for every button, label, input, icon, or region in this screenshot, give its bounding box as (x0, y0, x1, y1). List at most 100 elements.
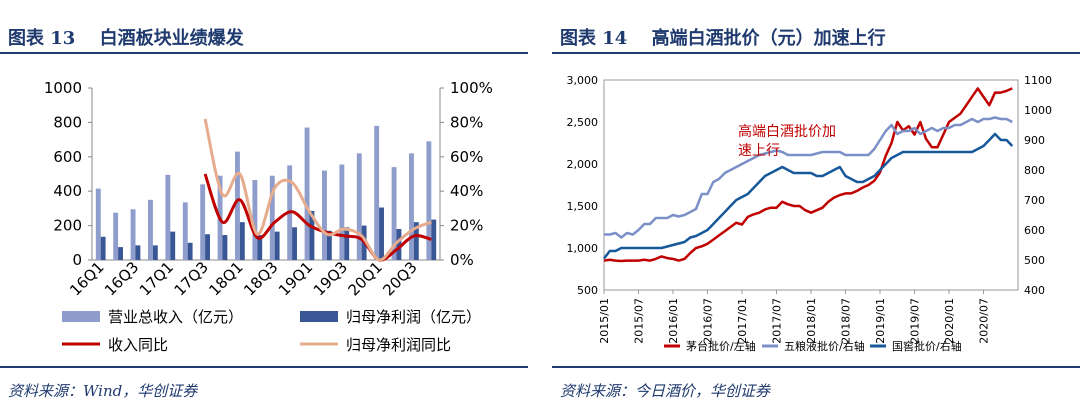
revenue-bar (269, 175, 275, 260)
x-tick-label: 2016/01 (667, 298, 680, 344)
profit-bar (379, 207, 384, 260)
bottom-rule (0, 366, 528, 368)
x-tick-label: 19Q1 (275, 258, 316, 299)
y2-tick-label: 80% (450, 113, 483, 131)
revenue-bar (200, 184, 206, 260)
y2-tick-label: 700 (1024, 194, 1045, 207)
y2-tick-label: 100% (450, 79, 493, 97)
y-tick-label: 1,500 (567, 200, 599, 213)
x-tick-label: 2015/07 (633, 298, 646, 344)
profit-bar (413, 222, 419, 260)
revenue-bar (165, 174, 171, 260)
y-tick-label: 500 (577, 284, 598, 297)
y-tick-label: 2,500 (567, 116, 599, 129)
x-tick-label: 2019/07 (909, 298, 922, 344)
top-rule (552, 52, 1080, 54)
annotation-line-1: 高端白酒批价加 (738, 123, 836, 140)
x-tick-label: 2020/01 (943, 298, 956, 344)
y-tick-label: 3,000 (567, 74, 599, 87)
legend-swatch (300, 311, 338, 322)
x-tick-label: 17Q1 (136, 258, 177, 299)
profit-bar (205, 234, 210, 260)
chart-14-source: 资料来源：今日酒价，华创证券 (560, 382, 771, 400)
profit-bar (274, 231, 280, 260)
legend-label: 国窖批价/右轴 (892, 339, 962, 353)
revenue-bar (339, 164, 345, 260)
chart-14-title: 图表 14 高端白酒批价（元）加速上行 (560, 28, 886, 49)
profit-bar (309, 210, 315, 260)
profit-bar (292, 227, 297, 260)
y2-tick-label: 1000 (1024, 104, 1052, 117)
y-tick-label: 0 (72, 251, 82, 269)
bottom-rule (552, 366, 1080, 368)
x-tick-label: 19Q3 (310, 258, 351, 299)
y-tick-label: 400 (53, 182, 82, 200)
y-tick-label: 1000 (44, 79, 82, 97)
chart-13-source: 资料来源：Wind，华创证券 (8, 382, 198, 400)
x-tick-label: 17Q3 (171, 258, 212, 299)
y-tick-label: 800 (53, 113, 82, 131)
chart-13-title: 图表 13 白酒板块业绩爆发 (8, 28, 244, 49)
legend-label: 收入同比 (108, 336, 168, 354)
y2-tick-label: 400 (1024, 284, 1045, 297)
x-tick-label: 2017/07 (771, 298, 784, 344)
x-tick-label: 18Q1 (205, 258, 246, 299)
revenue-bar (322, 170, 327, 260)
x-tick-label: 2018/07 (840, 298, 853, 344)
revenue-bar (391, 167, 397, 260)
top-rule (0, 52, 528, 54)
y-tick-label: 2,000 (567, 158, 599, 171)
x-tick-label: 2019/01 (874, 298, 887, 344)
profit-yoy-line (203, 118, 432, 262)
guojiao-line (603, 132, 1014, 260)
revenue-bar (426, 141, 432, 260)
revenue-profit-chart: 020040060080010000%20%40%60%80%100%16Q11… (44, 79, 493, 354)
profit-bar (396, 229, 402, 260)
x-tick-label: 20Q3 (379, 258, 420, 299)
legend-label: 五粮液批价/右轴 (784, 339, 865, 353)
x-tick-label: 18Q3 (240, 258, 281, 299)
revenue-bar (374, 125, 380, 260)
y2-tick-label: 500 (1024, 254, 1045, 267)
annotation-line-2: 速上行 (738, 143, 780, 159)
x-tick-label: 20Q1 (345, 258, 386, 299)
profit-bar (326, 230, 332, 260)
revenue-bar (235, 151, 240, 260)
profit-bar (100, 236, 106, 260)
revenue-yoy-line (203, 173, 432, 262)
price-chart: 500 1,000 1,500 2,000 2,500 3,000 400 500 600 700… (567, 74, 1053, 353)
revenue-bar (356, 153, 362, 260)
wuliangye-line (604, 116, 1013, 239)
right-panel: 图表 14 高端白酒批价（元）加速上行 500 1,000 1,500 2,000 2,… (552, 0, 1080, 414)
moutai-line (603, 87, 1013, 263)
y2-tick-label: 40% (450, 182, 483, 200)
y-tick-label: 600 (53, 148, 82, 166)
profit-bar (344, 227, 350, 260)
y2-tick-label: 20% (450, 217, 483, 235)
legend-label: 归母净利润同比 (346, 336, 451, 354)
revenue-bar (148, 199, 153, 260)
legend-label: 归母净利润（亿元） (346, 308, 481, 326)
left-panel: 图表 13 白酒板块业绩爆发 0 200 400 600 800 1000 0% 20% 40%… (0, 0, 528, 414)
y2-tick-label: 1100 (1024, 74, 1052, 87)
revenue-bar (304, 127, 310, 260)
profit-bar (170, 231, 176, 260)
revenue-bar (182, 202, 188, 260)
profit-bar (239, 222, 245, 260)
x-tick-label: 2018/01 (805, 298, 818, 344)
x-tick-label: 16Q3 (101, 258, 142, 299)
revenue-bar (409, 153, 414, 260)
profit-bar (152, 245, 158, 260)
y2-tick-label: 600 (1024, 224, 1045, 237)
revenue-bar (113, 212, 119, 260)
x-tick-label: 2015/01 (598, 298, 611, 344)
y2-tick-label: 0% (450, 251, 474, 269)
legend-label: 茅台批价/左轴 (686, 339, 756, 353)
profit-bar (187, 242, 193, 260)
y2-tick-label: 60% (450, 148, 483, 166)
x-tick-label: 2017/01 (736, 298, 749, 344)
x-tick-label: 2016/07 (702, 298, 715, 344)
revenue-bar (130, 209, 136, 260)
x-tick-label: 2020/07 (978, 298, 991, 344)
legend-label: 营业总收入（亿元） (108, 308, 243, 326)
